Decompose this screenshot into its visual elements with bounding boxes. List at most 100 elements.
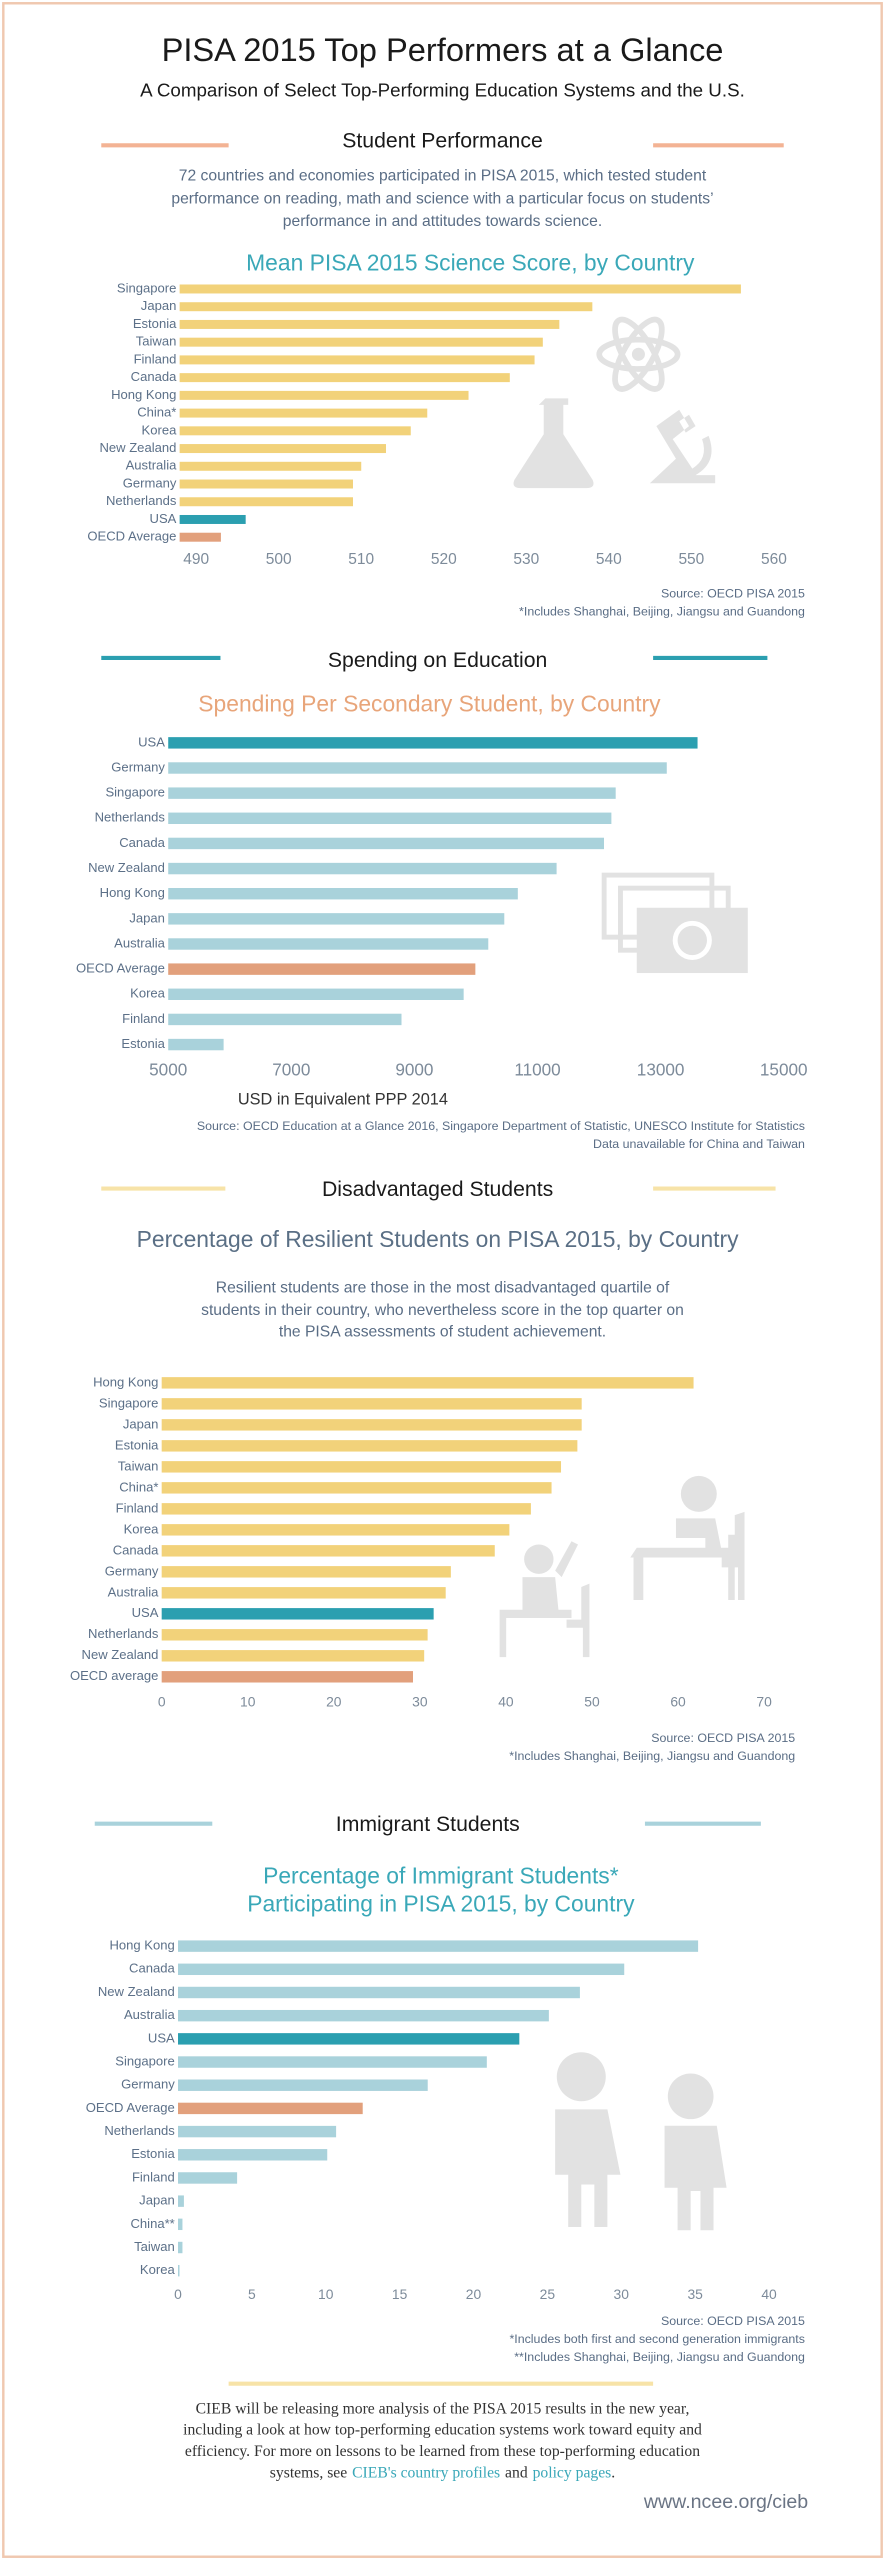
x-tick-label: 20: [466, 2286, 482, 2302]
kid-icons: [555, 2052, 727, 2231]
category-label: New Zealand: [98, 1984, 175, 1999]
x-tick-label: 35: [687, 2286, 703, 2302]
link[interactable]: policy pages: [533, 2464, 612, 2481]
bar: [168, 812, 612, 824]
section-heading: Student Performance: [342, 130, 543, 153]
link[interactable]: CIEB's country profiles: [352, 2464, 500, 2481]
bar: [178, 2172, 238, 2184]
x-tick-label: 560: [761, 551, 787, 568]
x-tick-label: 20: [326, 1694, 342, 1710]
category-label: Canada: [119, 835, 165, 850]
note: *Includes both first and second generati…: [509, 2332, 804, 2346]
x-tick-label: 0: [158, 1694, 166, 1710]
bar: [168, 837, 604, 850]
note: Data unavailable for China and Taiwan: [593, 1137, 805, 1151]
category-label: Hong Kong: [109, 1938, 174, 1953]
x-tick-label: 550: [678, 551, 704, 568]
category-label: Singapore: [105, 785, 164, 800]
category-label: Finland: [122, 1011, 165, 1026]
category-label: USA: [138, 734, 165, 749]
category-label: Japan: [123, 1416, 159, 1431]
x-axis-label: USD in Equivalent PPP 2014: [238, 1091, 448, 1109]
x-tick-label: 500: [266, 551, 292, 568]
category-label: Australia: [114, 935, 166, 950]
section-heading: Spending on Education: [328, 649, 547, 672]
x-tick-label: 0: [174, 2286, 182, 2302]
section-heading: Immigrant Students: [336, 1813, 520, 1836]
category-label: Hong Kong: [111, 387, 176, 402]
bar: [178, 2009, 549, 2022]
bar: [178, 2102, 363, 2115]
category-label: Estonia: [115, 1437, 159, 1452]
bar: [178, 2218, 183, 2231]
x-tick-label: 25: [540, 2286, 556, 2302]
x-tick-label: 9000: [395, 1060, 433, 1080]
note: *Includes Shanghai, Beijing, Jiangsu and…: [519, 605, 805, 619]
category-label: Korea: [130, 986, 166, 1001]
category-label: OECD Average: [87, 529, 176, 544]
intro: performance on reading, math and science…: [171, 190, 713, 207]
bar: [168, 787, 616, 799]
bar: [168, 938, 489, 950]
category-label: New Zealand: [88, 860, 165, 875]
category-label: Netherlands: [95, 810, 166, 825]
category-label: Korea: [140, 2262, 176, 2277]
category-label: Finland: [134, 351, 177, 366]
note: Source: OECD Education at a Glance 2016,…: [197, 1119, 805, 1133]
x-tick-label: 5: [248, 2286, 256, 2302]
category-label: Netherlands: [104, 2123, 175, 2138]
bar: [168, 1038, 224, 1051]
chart-title: Percentage of Resilient Students on PISA…: [137, 1226, 740, 1252]
bar: [168, 762, 667, 774]
bar: [168, 913, 505, 925]
x-tick-label: 60: [670, 1694, 686, 1710]
intro: performance in and attitudes towards sci…: [283, 213, 602, 230]
footer-text: systems, see: [270, 2464, 347, 2481]
category-label: Netherlands: [106, 493, 177, 508]
footer-text: systems, see CIEB's country profiles and po…: [270, 2464, 615, 2481]
bar: [161, 1377, 694, 1389]
category-label: USA: [132, 1605, 159, 1620]
category-label: USA: [148, 2030, 175, 2045]
category-label: Singapore: [117, 280, 176, 295]
x-tick-label: 30: [614, 2286, 630, 2302]
bar: [178, 2241, 183, 2254]
category-label: Germany: [105, 1563, 159, 1578]
note: Source: OECD PISA 2015: [651, 1731, 795, 1745]
category-label: China*: [119, 1479, 158, 1494]
category-label: New Zealand: [82, 1647, 159, 1662]
bar: [161, 1566, 451, 1578]
bar: [178, 2149, 328, 2161]
footer-text: .: [611, 2464, 615, 2481]
category-label: Japan: [139, 2193, 175, 2208]
description: the PISA assessments of student achievem…: [279, 1323, 606, 1340]
x-tick-label: 70: [756, 1694, 772, 1710]
bar: [178, 2079, 428, 2091]
bar: [161, 1629, 428, 1641]
chart-title: Spending Per Secondary Student, by Count…: [198, 690, 661, 716]
bar: [178, 2264, 180, 2277]
student-icons: [499, 1475, 745, 1658]
category-label: Canada: [129, 1961, 175, 1976]
bar: [161, 1398, 582, 1410]
bar: [161, 1482, 552, 1494]
bar: [161, 1545, 495, 1557]
bar: [179, 390, 469, 400]
bar: [179, 497, 353, 507]
bar: [178, 2056, 487, 2068]
category-label: Netherlands: [88, 1626, 159, 1641]
subtitle: A Comparison of Select Top-Performing Ed…: [140, 79, 745, 100]
category-label: China**: [130, 2216, 174, 2231]
category-label: Canada: [113, 1542, 159, 1557]
bar: [179, 479, 353, 489]
x-tick-label: 50: [584, 1694, 600, 1710]
x-tick-label: 540: [596, 551, 622, 568]
bar: [178, 2125, 337, 2138]
category-label: New Zealand: [100, 440, 177, 455]
category-label: OECD Average: [86, 2100, 175, 2115]
x-tick-label: 40: [761, 2286, 777, 2302]
x-tick-label: 10: [318, 2286, 334, 2302]
category-label: Germany: [121, 2077, 175, 2092]
x-tick-label: 15000: [760, 1060, 808, 1080]
